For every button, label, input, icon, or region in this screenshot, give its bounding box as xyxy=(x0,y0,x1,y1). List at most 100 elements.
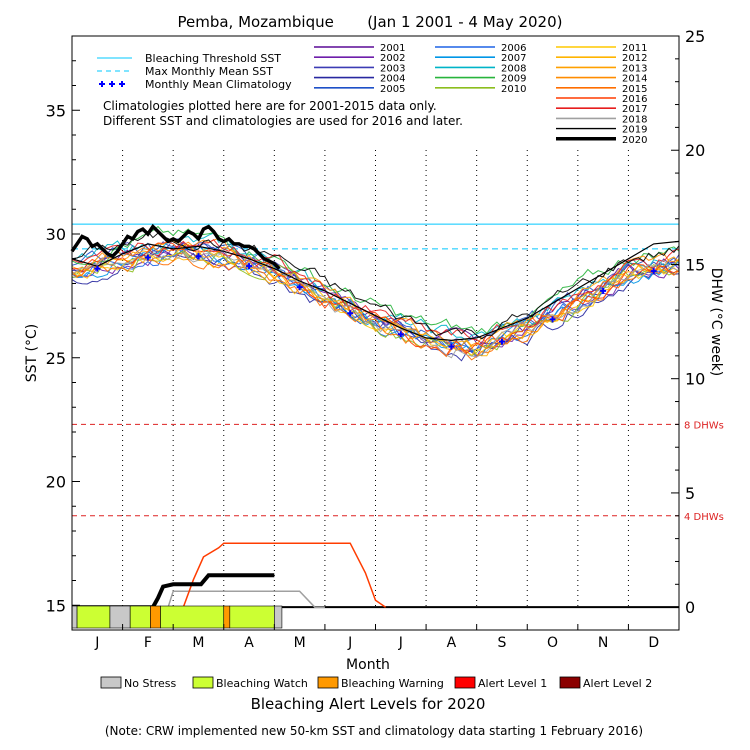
year-legend-label: 2001 xyxy=(380,43,405,54)
alert-legend-swatch xyxy=(100,676,122,689)
alert-legend-swatch xyxy=(454,676,476,689)
sst-tick-label: 25 xyxy=(46,349,66,368)
alert-legend-label: Alert Level 1 xyxy=(478,677,547,690)
year-legend-label: 2008 xyxy=(501,63,526,74)
climatology-marker xyxy=(397,331,404,338)
year-legend-label: 2013 xyxy=(622,63,647,74)
alert-segment xyxy=(150,605,161,629)
sst-tick-label: 15 xyxy=(46,596,66,615)
alert-legend-label: Bleaching Warning xyxy=(341,677,444,690)
legend-plus-marker xyxy=(99,81,105,87)
dhw-line-2020 xyxy=(72,573,275,610)
year-line-2020 xyxy=(70,223,281,270)
month-tick-label: J xyxy=(398,635,403,651)
month-tick-label: A xyxy=(447,635,457,651)
dhw-level-label: 8 DHWs xyxy=(684,420,724,431)
alert-legend-title: Bleaching Alert Levels for 2020 xyxy=(251,695,486,713)
year-line-2018 xyxy=(71,249,680,359)
year-line-2019 xyxy=(71,231,680,340)
year-legend-label: 2020 xyxy=(622,135,647,146)
month-tick-label: O xyxy=(547,635,558,651)
sst-tick-label: 20 xyxy=(46,473,66,492)
axes: 15 20 25 30 35 0 5 10 15 20 25 J F M A M J J A S O N D xyxy=(46,27,706,651)
month-tick-label: F xyxy=(144,635,152,651)
climatology-marker xyxy=(549,316,556,323)
month-tick-label: N xyxy=(598,635,608,651)
alert-legend-swatch xyxy=(559,676,581,689)
year-line-2017 xyxy=(71,239,680,345)
climatology-marker xyxy=(144,254,151,261)
year-legend-label: 2015 xyxy=(622,84,647,95)
year-line-2009 xyxy=(71,225,680,335)
footnote: (Note: CRW implemented new 50-km SST and… xyxy=(105,724,643,738)
alert-segment xyxy=(129,605,151,629)
climatology-marker xyxy=(448,343,455,350)
alert-segment xyxy=(109,605,131,629)
year-legend-label: 2016 xyxy=(622,94,647,105)
climatology-marker xyxy=(347,310,354,317)
climatology-marker xyxy=(498,338,505,345)
year-legend-label: 2006 xyxy=(501,43,526,54)
month-tick-label: D xyxy=(648,635,659,651)
chart-title: Pemba, Mozambique (Jan 1 2001 - 4 May 20… xyxy=(177,13,562,31)
alert-segment xyxy=(160,605,225,629)
legend-line-label: Bleaching Threshold SST xyxy=(145,52,281,65)
alert-segment xyxy=(223,605,231,629)
year-legend-label: 2007 xyxy=(501,53,526,64)
dhw-lines xyxy=(72,542,387,610)
year-legend-label: 2012 xyxy=(622,53,647,64)
dhw-tick-label: 15 xyxy=(685,255,705,274)
year-line-2016 xyxy=(71,241,680,357)
climatology-marker xyxy=(195,253,202,260)
month-tick-label: S xyxy=(498,635,507,651)
climatology-note: Climatologies plotted here are for 2001-… xyxy=(103,99,437,113)
alert-segment xyxy=(229,605,275,629)
year-legend-label: 2011 xyxy=(622,43,647,54)
year-line-2004 xyxy=(71,252,680,362)
y-axis-right-label: DHW (°C week) xyxy=(708,268,724,377)
climatology-marker xyxy=(650,268,657,275)
yearly-sst-lines xyxy=(70,223,680,362)
year-legend-label: 2003 xyxy=(380,63,405,74)
year-legend-label: 2005 xyxy=(380,84,405,95)
sst-tick-label: 35 xyxy=(46,101,66,120)
alert-legend-label: Bleaching Watch xyxy=(216,677,308,690)
climatology-note: Different SST and climatologies are used… xyxy=(103,114,463,128)
alert-legend-label: Alert Level 2 xyxy=(583,677,652,690)
sst-tick-label: 30 xyxy=(46,225,66,244)
dhw-tick-label: 20 xyxy=(685,141,705,160)
dhw-tick-label: 25 xyxy=(685,27,705,46)
alert-level-legend: No Stress Bleaching Watch Bleaching Warnin… xyxy=(100,676,652,690)
year-legend-label: 2014 xyxy=(622,74,647,85)
year-legend-label: 2017 xyxy=(622,104,647,115)
alert-segment xyxy=(76,605,111,629)
year-line-2015 xyxy=(71,252,680,361)
climatology-marker xyxy=(246,263,253,270)
dhw-level-label: 4 DHWs xyxy=(684,512,724,523)
legend-line-label: Max Monthly Mean SST xyxy=(145,65,273,78)
dhw-tick-label: 0 xyxy=(685,598,695,617)
climatology-marker xyxy=(296,284,303,291)
year-legend-label: 2019 xyxy=(622,125,647,136)
dhw-tick-label: 5 xyxy=(685,484,695,503)
dhw-line-2016 xyxy=(72,542,387,608)
alert-legend-swatch xyxy=(317,676,339,689)
alert-legend-swatch xyxy=(192,676,214,689)
year-legend-label: 2018 xyxy=(622,114,647,125)
alert-segment xyxy=(71,605,78,629)
year-legend-label: 2009 xyxy=(501,74,526,85)
month-gridlines xyxy=(122,150,629,606)
legend-plus-marker xyxy=(119,81,125,87)
dhw-tick-label: 10 xyxy=(685,370,705,389)
climatology-marker xyxy=(94,265,101,272)
month-tick-label: J xyxy=(94,635,99,651)
climatology-notes: Climatologies plotted here are for 2001-… xyxy=(103,99,463,128)
year-line-2019-highlight xyxy=(71,240,680,342)
dhw-line-2018 xyxy=(72,590,325,608)
alert-level-bar xyxy=(71,605,283,629)
y-axis-left-label: SST (°C) xyxy=(24,324,40,382)
year-legend-label: 2002 xyxy=(380,53,405,64)
